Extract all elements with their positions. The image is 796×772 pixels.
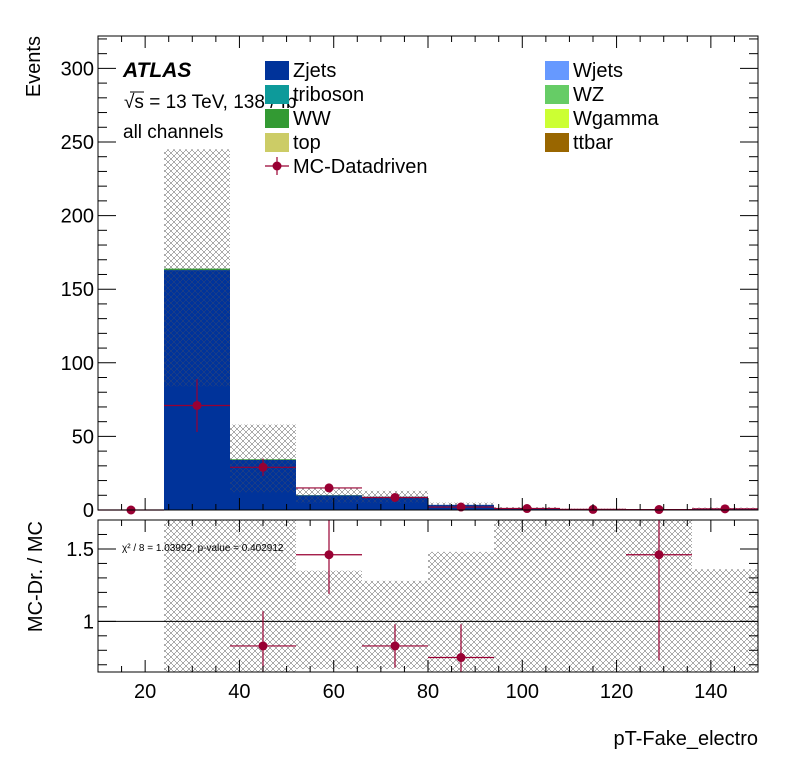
y-tick-label: 0 bbox=[83, 500, 94, 522]
stat-band-overlay bbox=[164, 149, 230, 387]
ratio-band-bin bbox=[692, 569, 758, 672]
ratio-point bbox=[390, 641, 400, 651]
legend-swatch-zjets bbox=[265, 61, 289, 80]
x-tick-label: 60 bbox=[323, 681, 345, 703]
data-point bbox=[720, 504, 730, 514]
legend-swatch-top bbox=[265, 133, 289, 152]
energy-label: √s = 13 TeV, 138 / fb bbox=[124, 92, 297, 113]
stat-band-overlay bbox=[296, 487, 362, 503]
y-tick-label: 150 bbox=[61, 279, 94, 301]
main-y-ticks: 0 50 100 150 200 250 300 bbox=[61, 38, 758, 522]
ratio-y-axis-label: MC-Dr. / MC bbox=[25, 521, 47, 632]
ratio-y-tick-label: 1.5 bbox=[66, 539, 94, 561]
data-point bbox=[456, 502, 466, 512]
ratio-band-bin bbox=[560, 520, 626, 672]
legend-swatch-ww bbox=[265, 109, 289, 128]
y-tick-label: 100 bbox=[61, 353, 94, 375]
chi2-text: χ² / 8 = 1.03992, p-value = 0.402912 bbox=[122, 543, 284, 554]
legend-swatch-ttbar bbox=[545, 133, 569, 152]
legend-label: WW bbox=[293, 108, 331, 130]
ratio-band-bin bbox=[164, 520, 230, 672]
y-tick-label: 50 bbox=[72, 426, 94, 448]
data-point bbox=[324, 483, 334, 493]
ratio-band-bin bbox=[494, 520, 560, 672]
stacked-histogram bbox=[164, 149, 758, 510]
x-tick-label: 120 bbox=[600, 681, 633, 703]
y-axis-label: Events bbox=[23, 36, 45, 97]
legend-swatch-triboson bbox=[265, 85, 289, 104]
x-tick-label: 80 bbox=[417, 681, 439, 703]
ratio-points bbox=[230, 520, 692, 672]
legend-label: top bbox=[293, 132, 321, 154]
ratio-panel: 20 40 60 80 100 120 140 11.5 χ² / 8 = 1.03992,… bbox=[25, 519, 759, 750]
data-point bbox=[390, 492, 400, 502]
y-tick-label: 200 bbox=[61, 206, 94, 228]
channel-label: all channels bbox=[123, 122, 223, 143]
x-axis-label: pT-Fake_electro bbox=[613, 728, 758, 750]
legend-label: triboson bbox=[293, 84, 364, 106]
ratio-y-tick-label: 1 bbox=[83, 611, 94, 633]
ratio-y-ticks: 11.5 bbox=[66, 519, 758, 666]
legend-label: Wjets bbox=[573, 60, 623, 82]
legend-swatch-wgamma bbox=[545, 109, 569, 128]
legend-label: MC-Datadriven bbox=[293, 156, 427, 178]
ratio-x-ticks: 20 40 60 80 100 120 140 bbox=[97, 520, 759, 703]
main-panel: 0 50 100 150 200 250 300 Events ATLAS √s = 13 … bbox=[23, 35, 759, 522]
x-tick-label: 100 bbox=[506, 681, 539, 703]
ratio-point bbox=[258, 641, 268, 651]
plot-annotations: ATLAS √s = 13 TeV, 138 / fb all channels bbox=[122, 59, 297, 143]
ratio-point bbox=[324, 550, 334, 560]
data-point bbox=[522, 504, 532, 514]
legend-label: Wgamma bbox=[573, 108, 659, 130]
legend-label: Zjets bbox=[293, 60, 336, 82]
x-tick-label: 140 bbox=[694, 681, 727, 703]
ratio-point bbox=[654, 550, 664, 560]
ratio-uncertainty-band bbox=[164, 520, 758, 672]
legend-swatch-wz bbox=[545, 85, 569, 104]
legend-marker-point bbox=[272, 161, 282, 171]
legend-swatch-wjets bbox=[545, 61, 569, 80]
x-tick-label: 20 bbox=[134, 681, 156, 703]
x-tick-label: 40 bbox=[228, 681, 250, 703]
y-tick-label: 250 bbox=[61, 132, 94, 154]
legend-label: ttbar bbox=[573, 132, 613, 154]
data-point bbox=[258, 462, 268, 472]
ratio-point bbox=[456, 653, 466, 663]
legend-label: WZ bbox=[573, 84, 604, 106]
data-point bbox=[192, 400, 202, 410]
atlas-label: ATLAS bbox=[122, 59, 191, 82]
y-tick-label: 300 bbox=[61, 58, 94, 80]
